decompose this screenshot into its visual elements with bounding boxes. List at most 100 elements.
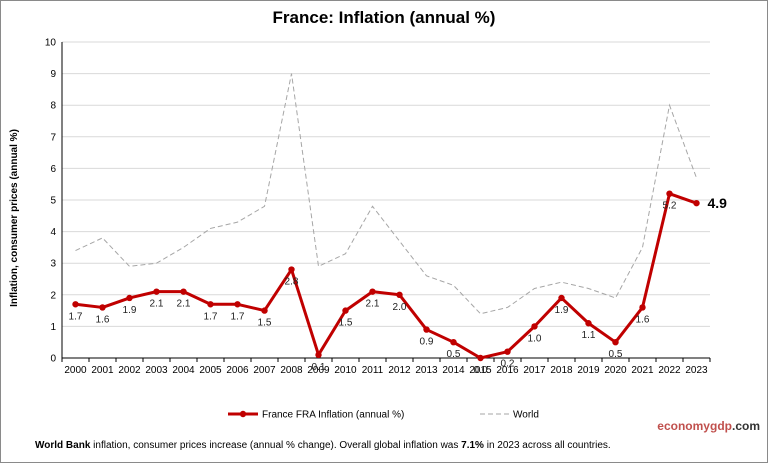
data-point-france [288,266,295,273]
data-point-france [153,288,160,295]
data-point-france [504,348,511,355]
data-label: 0.1 [312,362,326,373]
data-label: 1.7 [69,311,83,322]
x-tick-label: 2022 [658,365,681,376]
brand-logo: economygdp.com [657,419,760,433]
x-tick-label: 2012 [388,365,411,376]
y-tick-label: 6 [50,164,56,175]
data-label: 0.2 [501,359,515,370]
data-label: 1.5 [258,318,272,329]
data-label: 1.7 [204,311,218,322]
x-tick-label: 2018 [550,365,573,376]
footnote: World Bank inflation, consumer prices in… [35,440,611,451]
data-label: 1.6 [96,314,110,325]
data-label-latest: 4.9 [708,195,728,211]
data-point-france [342,307,349,314]
x-tick-label: 2010 [334,365,357,376]
y-tick-label: 1 [50,322,56,333]
data-point-france [450,339,457,346]
y-tick-label: 2 [50,290,56,301]
data-point-france [234,301,241,308]
data-point-france [531,323,538,330]
y-tick-label: 5 [50,196,56,207]
legend-label-world: World [513,410,539,421]
data-point-france [72,301,79,308]
data-label: 1.6 [636,314,650,325]
data-point-france [477,354,484,362]
data-point-france [585,320,592,327]
data-point-france [369,288,376,295]
footnote-text-1: inflation, consumer prices increase (ann… [90,440,462,451]
data-label: 1.7 [231,311,245,322]
data-point-france [558,294,565,302]
data-label: 2.1 [366,299,380,310]
brand-part-3: .com [731,419,760,433]
data-label: 0.5 [447,349,461,360]
data-point-france [180,288,187,295]
x-tick-label: 2001 [91,365,114,376]
data-point-france [639,304,646,311]
data-label: 1.0 [528,333,542,344]
x-tick-label: 2016 [496,365,519,376]
series-line-world [75,73,697,315]
x-tick-label: 2000 [64,365,87,376]
data-label: 0.0 [474,365,488,376]
data-point-france [666,190,673,197]
data-label: 2.0 [393,302,407,313]
x-tick-label: 2011 [362,365,384,376]
brand-part-1: economy [657,419,710,433]
y-tick-label: 3 [50,259,56,270]
data-label: 1.9 [123,305,137,316]
data-point-france [126,294,133,302]
x-tick-label: 2008 [280,365,303,376]
data-point-france [207,301,214,308]
x-tick-label: 2020 [604,365,627,376]
chart-title: France: Inflation (annual %) [272,8,496,27]
legend-label-france: France FRA Inflation (annual %) [262,410,404,421]
x-tick-label: 2013 [415,365,438,376]
footnote-global-value: 7.1% [461,440,484,451]
y-tick-label: 9 [50,69,56,80]
footnote-source: World Bank [35,440,91,451]
x-tick-label: 2021 [631,365,654,376]
data-label: 0.9 [420,337,434,348]
data-label: 2.8 [285,277,299,288]
x-tick-label: 2023 [685,365,708,376]
y-tick-label: 7 [50,132,56,143]
x-tick-label: 2017 [523,365,546,376]
x-tick-label: 2005 [199,365,222,376]
data-point-france [612,339,619,346]
data-label: 0.5 [609,349,623,360]
data-point-france [693,199,700,207]
series-line-france [75,192,697,360]
x-tick-label: 2019 [577,365,600,376]
data-label: 2.1 [177,299,191,310]
y-tick-label: 8 [50,101,56,112]
x-tick-label: 2007 [253,365,276,376]
data-point-france [315,351,322,359]
x-tick-label: 2004 [172,365,195,376]
data-label: 1.5 [339,318,353,329]
y-axis-label: Inflation, consumer prices (annual %) [9,129,20,307]
x-tick-label: 2015 [469,365,492,376]
data-label: 2.1 [150,299,164,310]
legend-marker-france [239,410,247,418]
data-label: 1.1 [582,330,596,341]
data-point-france [99,304,106,311]
data-point-france [423,326,430,333]
footnote-text-2: in 2023 across all countries. [483,440,611,451]
data-point-france [396,291,403,298]
brand-part-2: gdp [709,419,732,433]
x-tick-label: 2003 [145,365,168,376]
x-tick-label: 2014 [442,365,465,376]
y-tick-label: 4 [50,227,56,238]
x-tick-label: 2002 [118,365,141,376]
data-label: 5.2 [663,201,677,212]
y-tick-label: 0 [50,354,56,365]
data-point-france [261,307,268,314]
x-tick-label: 2009 [307,365,330,376]
data-label: 1.9 [555,305,569,316]
y-tick-label: 10 [45,38,57,49]
x-tick-label: 2006 [226,365,249,376]
